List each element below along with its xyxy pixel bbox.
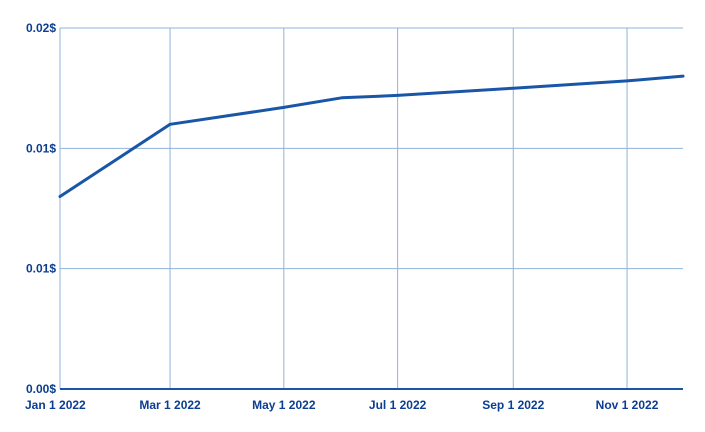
- y-tick-label: 0.00$: [26, 382, 56, 396]
- x-tick-label: May 1 2022: [252, 398, 316, 412]
- x-tick-label: Mar 1 2022: [139, 398, 201, 412]
- x-axis-tick-labels: Jan 1 2022 Mar 1 2022 May 1 2022 Jul 1 2022…: [25, 398, 659, 412]
- series-group: [58, 74, 685, 198]
- series-line: [58, 74, 685, 198]
- x-tick-label: Jul 1 2022: [369, 398, 427, 412]
- y-axis-tick-labels: 0.00$ 0.01$ 0.01$ 0.02$: [26, 21, 56, 396]
- x-tick-label: Nov 1 2022: [596, 398, 659, 412]
- x-gridlines: [59, 28, 628, 389]
- x-tick-label: Jan 1 2022: [25, 398, 86, 412]
- y-tick-label: 0.02$: [26, 21, 56, 35]
- y-tick-label: 0.01$: [26, 262, 56, 276]
- x-tick-label: Sep 1 2022: [482, 398, 544, 412]
- y-tick-label: 0.01$: [26, 141, 56, 155]
